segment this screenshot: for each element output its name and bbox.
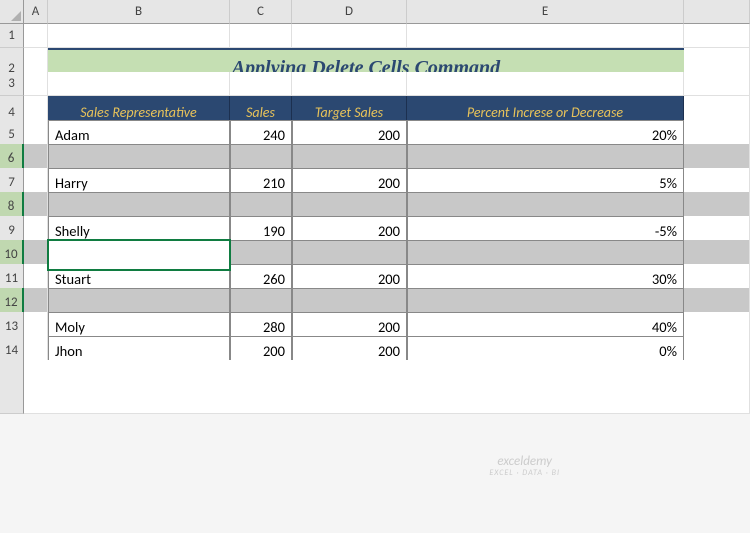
cell[interactable] (292, 24, 407, 48)
cell[interactable] (24, 384, 750, 414)
spreadsheet-grid[interactable]: A B C D E 1 2 Applying Delete Cells Comm… (0, 0, 750, 408)
col-header-a[interactable]: A (24, 0, 48, 24)
watermark-sub: EXCEL · DATA · BI (489, 469, 560, 478)
row-header-1[interactable]: 1 (0, 24, 24, 48)
watermark-text: exceldemy (489, 455, 560, 469)
active-cell[interactable] (48, 240, 230, 270)
col-header-c[interactable]: C (230, 0, 292, 24)
cell[interactable] (684, 24, 750, 48)
cell[interactable] (48, 24, 230, 48)
row-header-3[interactable]: 3 (0, 72, 24, 96)
cell[interactable] (230, 24, 292, 48)
cell[interactable] (407, 72, 684, 96)
col-header-blank[interactable] (684, 0, 750, 24)
watermark: exceldemy EXCEL · DATA · BI (489, 455, 560, 478)
cell[interactable] (230, 72, 292, 96)
cell[interactable] (24, 24, 48, 48)
col-header-b[interactable]: B (48, 0, 230, 24)
cell[interactable] (292, 72, 407, 96)
cell[interactable] (24, 72, 48, 96)
col-header-d[interactable]: D (292, 0, 407, 24)
row-header-blank[interactable] (0, 384, 24, 414)
cell[interactable] (48, 72, 230, 96)
select-all-corner[interactable] (0, 0, 24, 24)
col-header-e[interactable]: E (407, 0, 684, 24)
cell[interactable] (684, 72, 750, 96)
cell[interactable] (407, 24, 684, 48)
